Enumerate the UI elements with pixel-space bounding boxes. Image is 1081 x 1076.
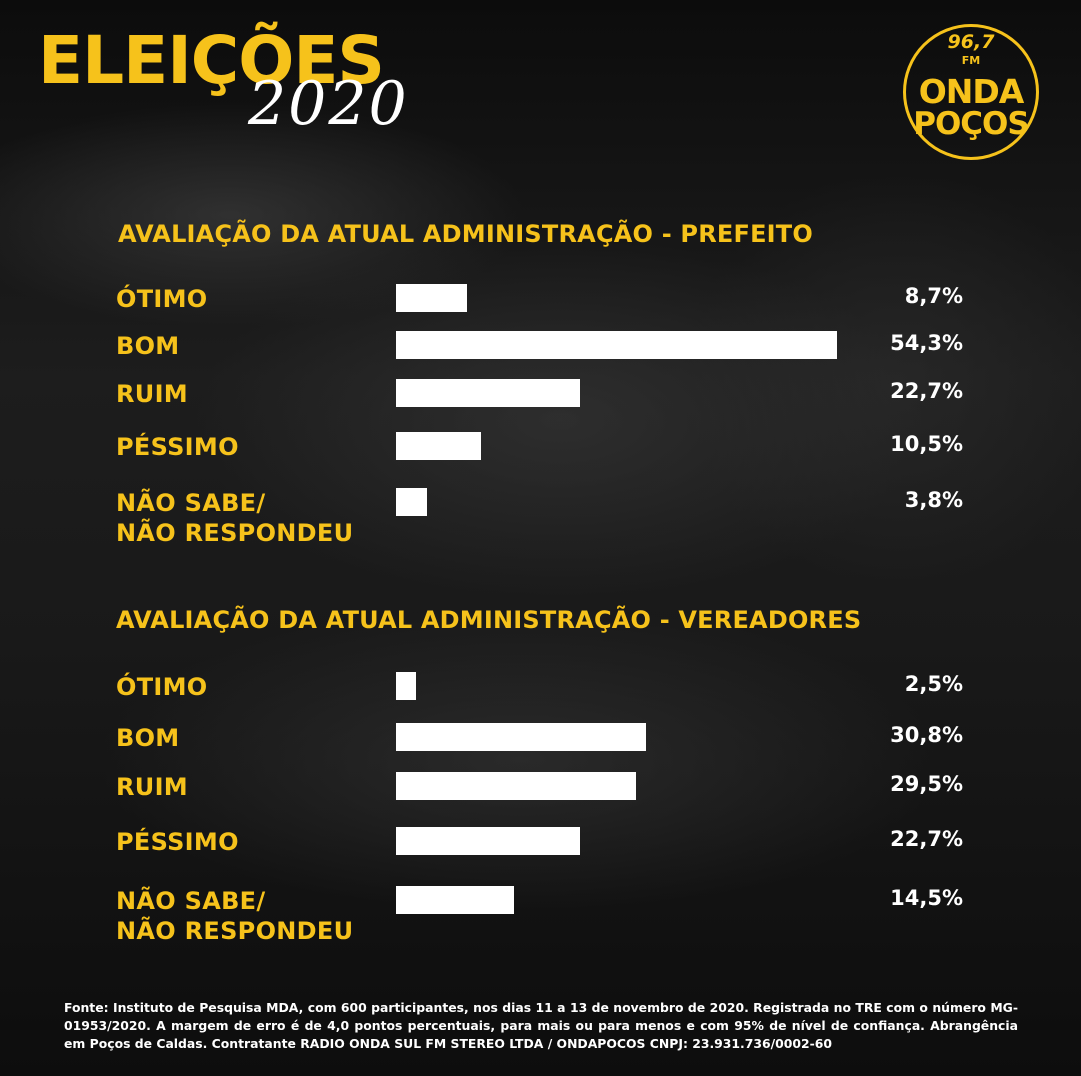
chart-2-bar [396,723,646,751]
chart-1-category-label: BOM [116,332,180,360]
chart-2-bar [396,886,514,914]
logo-frequency: 96,7 [947,31,995,53]
source-footnote: Fonte: Instituto de Pesquisa MDA, com 60… [64,1000,1018,1051]
chart-2-value-label: 30,8% [890,723,963,747]
chart-1-bar [396,331,837,359]
chart-1-bar [396,284,467,312]
radio-logo: 96,7 FM ONDA POÇOS [903,24,1039,160]
chart-2-category-label: BOM [116,724,180,752]
logo-name-line2: POÇOS [913,106,1030,142]
chart-1-bar [396,488,427,516]
chart-2-category-label: RUIM [116,773,188,801]
chart-2-category-label: NÃO SABE/ NÃO RESPONDEU [116,887,354,945]
logo-name-line1: ONDA [918,72,1025,111]
chart-1-category-label: ÓTIMO [116,285,208,313]
logo-band: FM [961,54,981,67]
chart-1-value-label: 8,7% [904,284,963,308]
chart-1-value-label: 22,7% [890,379,963,403]
chart-2-bar [396,672,416,700]
chart-1-category-label: RUIM [116,380,188,408]
chart-1-category-label: PÉSSIMO [116,433,239,461]
chart-2-value-label: 29,5% [890,772,963,796]
chart-2-value-label: 14,5% [890,886,963,910]
chart-1-title: AVALIAÇÃO DA ATUAL ADMINISTRAÇÃO - PREFE… [118,220,813,248]
page-year: 2020 [248,69,409,139]
page-title: ELEIÇÕES [38,22,385,99]
chart-2-bar [396,827,580,855]
chart-1-bar [396,432,481,460]
chart-1-category-label: NÃO SABE/ NÃO RESPONDEU [116,489,354,547]
chart-1-bar [396,379,580,407]
chart-2-category-label: PÉSSIMO [116,828,239,856]
chart-1-value-label: 3,8% [904,488,963,512]
chart-2-bar [396,772,636,800]
chart-2-value-label: 2,5% [904,672,963,696]
chart-2-category-label: ÓTIMO [116,673,208,701]
chart-1-value-label: 10,5% [890,432,963,456]
chart-1-value-label: 54,3% [890,331,963,355]
chart-2-value-label: 22,7% [890,827,963,851]
chart-2-title: AVALIAÇÃO DA ATUAL ADMINISTRAÇÃO - VEREA… [116,606,862,634]
